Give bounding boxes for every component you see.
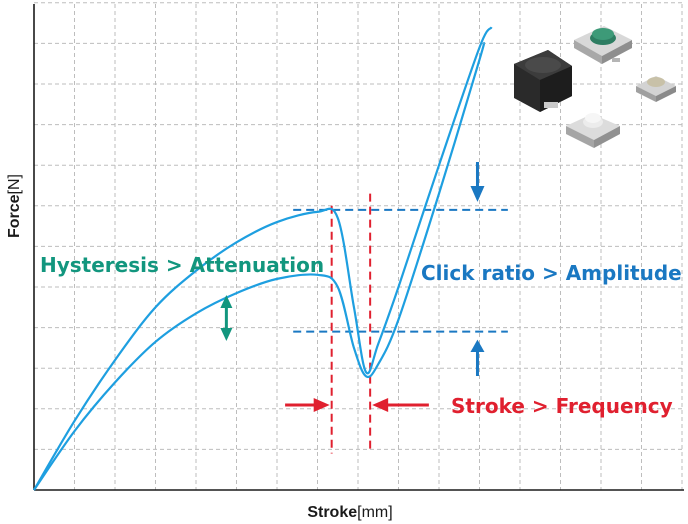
annotation-stroke: Stroke > Frequency: [451, 394, 673, 418]
force-curve-outer: [33, 26, 493, 491]
hysteresis-arrow-bottom-head: [220, 328, 233, 341]
hysteresis-arrow-top-head: [220, 295, 233, 308]
grid: [34, 2, 684, 490]
guides: [293, 193, 508, 454]
x-axis-label-unit: [mm]: [357, 504, 393, 521]
y-axis-label: Force[N]: [6, 174, 23, 238]
annotation-click-ratio: Click ratio > Amplitude: [421, 261, 682, 285]
curves: [33, 26, 493, 491]
tactile-switch-beige-cap-image: [636, 76, 676, 102]
annotation-hysteresis: Hysteresis > Attenuation: [40, 253, 324, 277]
force-curve-inner: [33, 42, 486, 491]
click-arrow-up-head: [470, 339, 485, 352]
axes: Stroke[mm] Force[N]: [6, 4, 684, 521]
x-axis-label-text: Stroke: [307, 504, 357, 521]
stroke-arrow-left-head: [313, 398, 330, 412]
arrows: [220, 162, 485, 412]
product-images: [514, 26, 676, 148]
click-arrow-down-head: [470, 186, 485, 202]
stroke-arrow-right-head: [372, 398, 389, 412]
tactile-switch-green-cap-image: [574, 26, 632, 64]
y-axis-label-text: Force: [6, 194, 23, 238]
annotations: Hysteresis > Attenuation Click ratio > A…: [40, 253, 682, 418]
y-axis-label-unit: [N]: [6, 174, 23, 194]
tactile-switch-white-cap-image: [566, 113, 620, 148]
tactile-switch-large-black-image: [514, 50, 572, 112]
x-axis-label: Stroke[mm]: [307, 504, 392, 521]
